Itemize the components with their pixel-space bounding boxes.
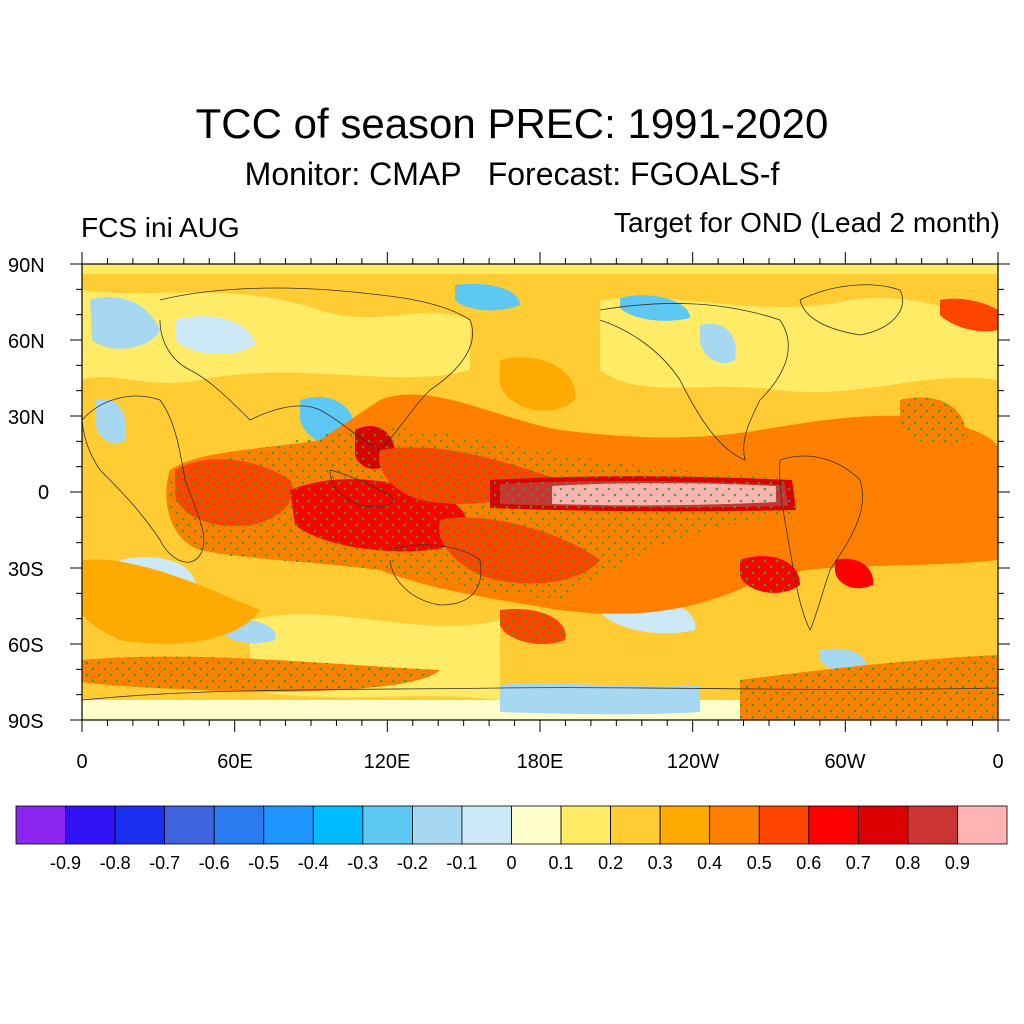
target-label: Target for OND (Lead 2 month) xyxy=(614,207,1000,238)
colorbar xyxy=(15,805,1008,845)
colorbar-label: 0.1 xyxy=(548,853,574,873)
x-tick-label: 120E xyxy=(363,751,411,773)
x-tick-label: 60W xyxy=(824,751,866,773)
x-tick-label: 60E xyxy=(217,751,253,773)
colorbar-swatch xyxy=(758,805,810,845)
y-tick-label: 0 xyxy=(38,482,50,504)
colorbar-swatch xyxy=(263,805,314,845)
colorbar-swatch xyxy=(164,805,215,845)
y-tick-label: 60N xyxy=(8,331,45,353)
colorbar-swatch xyxy=(957,805,1008,845)
colorbar-swatch xyxy=(659,805,711,845)
colorbar-swatch xyxy=(362,805,413,845)
colorbar-label: 0.8 xyxy=(895,853,921,873)
colorbar-label: -0.7 xyxy=(149,853,181,873)
colorbar-label: 0 xyxy=(506,853,517,873)
y-tick-label: 30S xyxy=(8,559,44,581)
field-layer xyxy=(82,264,998,720)
y-tick-label: 90S xyxy=(8,711,44,733)
colorbar-label: 0.4 xyxy=(697,853,723,873)
colorbar-swatch xyxy=(312,805,364,845)
colorbar-label: -0.5 xyxy=(248,853,280,873)
chart-subtitle: Monitor: CMAP Forecast: FGOALS-f xyxy=(244,156,780,192)
colorbar-label: 0.2 xyxy=(598,853,624,873)
colorbar-label: -0.9 xyxy=(49,853,82,873)
colorbar-swatch xyxy=(560,805,611,845)
x-tick-label: 0 xyxy=(992,751,1004,773)
y-tick-label: 30N xyxy=(8,407,45,429)
colorbar-swatch xyxy=(114,805,166,845)
colorbar-swatch xyxy=(907,805,958,845)
colorbar-swatch xyxy=(857,805,909,845)
chart-title: TCC of season PREC: 1991-2020 xyxy=(195,100,829,147)
coastlines xyxy=(82,284,998,701)
y-tick-label: 60S xyxy=(8,635,44,657)
colorbar-label: 0.3 xyxy=(647,853,673,873)
colorbar-label: -0.1 xyxy=(446,853,478,873)
colorbar-swatch xyxy=(709,805,760,845)
colorbar-label: 0.7 xyxy=(845,853,871,873)
axis-ticks xyxy=(70,252,1010,732)
colorbar-swatch xyxy=(411,805,463,845)
colorbar-label: -0.6 xyxy=(198,853,230,873)
colorbar-label: -0.3 xyxy=(347,853,379,873)
colorbar-swatch xyxy=(511,805,562,845)
colorbar-swatch xyxy=(15,805,66,845)
y-tick-label: 90N xyxy=(8,255,45,277)
colorbar-swatch xyxy=(461,805,512,845)
colorbar-swatch xyxy=(808,805,859,845)
x-tick-label: 120W xyxy=(666,751,720,773)
colorbar-label: 0.5 xyxy=(746,853,772,873)
colorbar-label: -0.4 xyxy=(297,853,329,873)
x-tick-label: 180E xyxy=(516,751,564,773)
colorbar-swatch xyxy=(610,805,661,845)
x-tick-label: 0 xyxy=(76,751,88,773)
colorbar-swatch xyxy=(65,805,116,845)
colorbar-label: -0.2 xyxy=(396,853,428,873)
colorbar-label: 0.6 xyxy=(796,853,822,873)
init-label: FCS ini AUG xyxy=(81,212,240,243)
colorbar-label: -0.8 xyxy=(99,853,131,873)
colorbar-swatch xyxy=(213,805,265,845)
colorbar-label: 0.9 xyxy=(944,853,970,873)
